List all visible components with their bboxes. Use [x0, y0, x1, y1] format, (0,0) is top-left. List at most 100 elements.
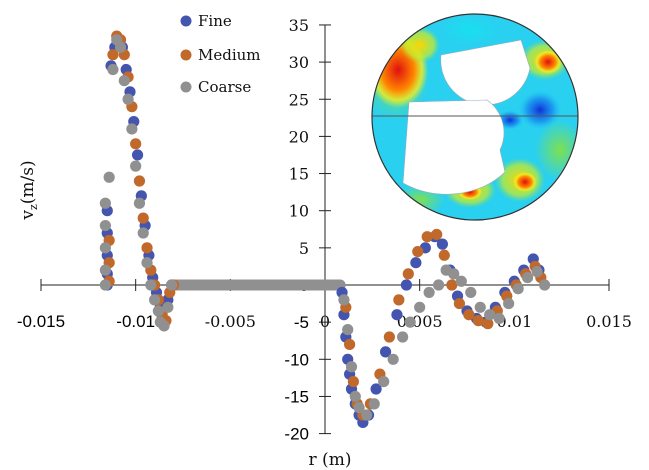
- data-point-fine: [391, 309, 403, 321]
- data-point-coarse: [99, 242, 111, 254]
- legend-label-medium: Medium: [198, 46, 261, 64]
- data-point-medium: [141, 242, 153, 254]
- data-point-medium: [453, 297, 466, 310]
- y-tick-label: 10: [289, 202, 309, 221]
- data-point-coarse: [99, 264, 111, 276]
- x-tick-label: -0.015: [17, 312, 65, 331]
- data-point-coarse: [345, 361, 358, 373]
- x-tick-label: -0.005: [205, 312, 256, 331]
- data-point-fine: [436, 238, 448, 250]
- y-tick-label: 5: [299, 239, 309, 258]
- velocity-contour-inset: [371, 13, 579, 221]
- legend-label-coarse: Coarse: [198, 78, 251, 96]
- data-point-coarse: [353, 401, 365, 414]
- y-tick-label: -10: [284, 350, 309, 369]
- data-point-coarse: [423, 286, 435, 299]
- data-point-coarse: [166, 279, 178, 291]
- svg-text:vz(m/s): vz(m/s): [18, 160, 40, 220]
- data-point-coarse: [387, 353, 399, 365]
- series-coarse: [99, 34, 551, 421]
- data-point-coarse: [349, 390, 361, 403]
- y-tick-label: 15: [289, 165, 309, 184]
- data-point-medium: [438, 249, 450, 261]
- data-point-medium: [383, 331, 395, 343]
- legend-marker-coarse: [180, 81, 192, 93]
- data-point-medium: [463, 309, 475, 321]
- data-point-medium: [347, 375, 359, 388]
- legend-label-fine: Fine: [198, 12, 232, 30]
- data-point-coarse: [512, 283, 524, 295]
- data-point-coarse: [342, 323, 354, 336]
- legend: Fine Medium Coarse: [180, 12, 261, 96]
- data-point-coarse: [162, 301, 174, 313]
- y-tick-label: 20: [289, 127, 309, 146]
- data-point-coarse: [122, 93, 134, 105]
- x-tick-label: 0.015: [586, 312, 632, 331]
- data-point-coarse: [133, 197, 146, 209]
- data-point-medium: [412, 245, 424, 258]
- data-point-coarse: [130, 160, 142, 172]
- data-point-medium: [137, 212, 149, 224]
- data-point-coarse: [149, 294, 161, 306]
- data-point-coarse: [368, 398, 380, 410]
- data-point-coarse: [338, 294, 350, 306]
- data-point-medium: [446, 279, 458, 291]
- data-point-medium: [482, 318, 494, 330]
- data-point-coarse: [158, 320, 170, 332]
- data-point-coarse: [361, 409, 373, 421]
- data-point-medium: [130, 138, 142, 150]
- data-point-medium: [133, 175, 146, 187]
- data-point-coarse: [539, 279, 551, 291]
- data-point-fine: [410, 257, 422, 269]
- data-point-coarse: [493, 312, 505, 325]
- y-tick-label: 25: [289, 90, 309, 109]
- data-point-coarse: [448, 268, 460, 280]
- y-tick-label: -5: [294, 313, 309, 332]
- data-point-fine: [379, 346, 392, 358]
- y-tick-label: -20: [284, 425, 309, 444]
- data-point-medium: [344, 338, 356, 351]
- data-point-coarse: [503, 297, 515, 310]
- data-point-coarse: [474, 301, 486, 313]
- data-series: [99, 30, 551, 429]
- data-point-coarse: [107, 63, 119, 76]
- legend-marker-medium: [180, 49, 192, 61]
- y-axis-label-main: v: [18, 210, 38, 221]
- data-point-coarse: [531, 266, 543, 278]
- y-tick-label: -15: [284, 387, 309, 406]
- data-point-coarse: [404, 316, 416, 328]
- x-tick-label: -0.01: [116, 312, 155, 331]
- data-point-coarse: [521, 271, 534, 284]
- data-point-coarse: [484, 309, 496, 321]
- data-point-coarse: [465, 286, 477, 299]
- data-point-medium: [107, 49, 119, 61]
- y-axis-label-unit: (m/s): [18, 160, 38, 204]
- x-tick-label: 0.005: [397, 312, 443, 331]
- data-point-coarse: [397, 331, 409, 343]
- data-point-coarse: [414, 301, 426, 313]
- data-point-coarse: [103, 171, 115, 183]
- legend-marker-fine: [180, 15, 192, 27]
- data-point-medium: [402, 268, 414, 280]
- data-point-medium: [393, 294, 405, 306]
- data-point-coarse: [126, 123, 138, 135]
- data-point-fine: [131, 149, 144, 161]
- data-point-coarse: [114, 41, 127, 53]
- y-axis-label: vz(m/s): [18, 160, 40, 220]
- y-tick-label: 35: [289, 16, 309, 35]
- data-point-coarse: [432, 279, 445, 291]
- data-point-coarse: [99, 219, 111, 232]
- y-axis-label-sub: z: [27, 204, 40, 210]
- data-point-medium: [431, 228, 443, 241]
- x-axis-label: r (m): [309, 450, 352, 470]
- data-point-coarse: [152, 305, 164, 317]
- x-tick-label: 0.01: [497, 312, 533, 331]
- data-point-coarse: [99, 279, 111, 291]
- data-point-coarse: [378, 375, 390, 388]
- data-point-coarse: [137, 227, 149, 239]
- data-point-coarse: [99, 197, 111, 209]
- data-point-medium: [421, 231, 433, 243]
- data-point-fine: [400, 279, 413, 291]
- data-point-coarse: [145, 279, 157, 291]
